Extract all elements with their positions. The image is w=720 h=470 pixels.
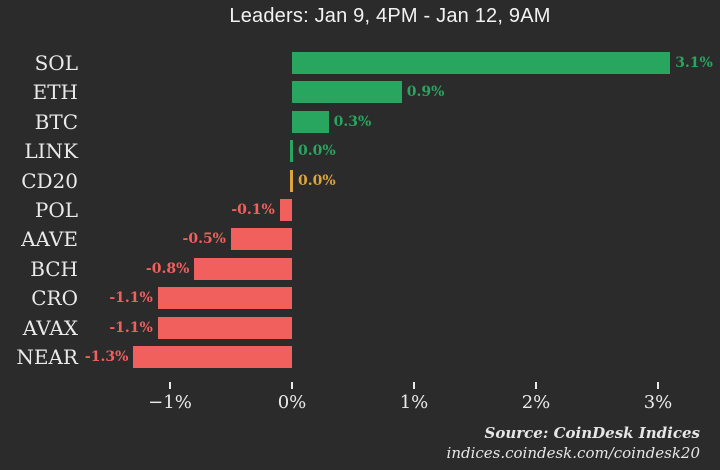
source-url: indices.coindesk.com/coindesk20 <box>446 444 700 462</box>
category-label: SOL <box>34 51 78 75</box>
value-label: -0.1% <box>231 202 275 218</box>
chart-title: Leaders: Jan 9, 4PM - Jan 12, 9AM <box>229 5 551 27</box>
category-label: NEAR <box>16 345 78 369</box>
category-label: BCH <box>30 256 78 281</box>
category-label: AAVE <box>21 227 78 252</box>
category-label: CRO <box>31 286 78 311</box>
x-axis-tick-label: −1% <box>148 392 192 413</box>
value-label: 0.3% <box>333 113 372 130</box>
bar-cro <box>157 287 292 310</box>
source-attribution: Source: CoinDesk Indices indices.coindes… <box>447 423 700 463</box>
x-axis-tick-label: 3% <box>643 392 673 413</box>
value-label: -1.1% <box>109 290 153 307</box>
value-label: -0.8% <box>145 260 190 277</box>
category-label: POL <box>34 198 78 222</box>
bar-btc <box>292 110 329 133</box>
x-axis-tick <box>657 382 659 389</box>
value-label: 0.9% <box>406 84 445 101</box>
value-label: -0.5% <box>182 231 226 248</box>
category-label: BTC <box>34 109 78 134</box>
x-axis-tick-label: 0% <box>277 392 307 413</box>
x-axis-tick <box>291 382 293 389</box>
value-label: 3.1% <box>675 55 713 71</box>
bar-sol <box>292 52 671 74</box>
category-label: CD20 <box>21 168 78 193</box>
bar-cd20 <box>290 169 293 192</box>
bar-avax <box>157 316 292 339</box>
value-label: -1.3% <box>84 349 129 365</box>
category-label: AVAX <box>22 315 78 340</box>
source-line: Source: CoinDesk Indices <box>484 424 700 442</box>
x-axis-tick-label: 2% <box>521 392 551 413</box>
value-label: 0.0% <box>298 143 336 160</box>
category-label: ETH <box>32 80 78 105</box>
bar-aave <box>231 228 292 251</box>
x-axis-tick <box>169 382 171 389</box>
bar-eth <box>292 81 402 104</box>
bar-near <box>133 346 292 368</box>
bar-bch <box>194 257 292 280</box>
x-axis-tick-label: 1% <box>399 392 429 413</box>
x-axis-tick <box>413 382 415 389</box>
category-label: LINK <box>24 139 78 164</box>
value-label: 0.0% <box>298 172 336 189</box>
x-axis-tick <box>535 382 537 389</box>
bar-pol <box>279 199 292 221</box>
value-label: -1.1% <box>109 319 153 336</box>
bar-link <box>290 140 293 163</box>
